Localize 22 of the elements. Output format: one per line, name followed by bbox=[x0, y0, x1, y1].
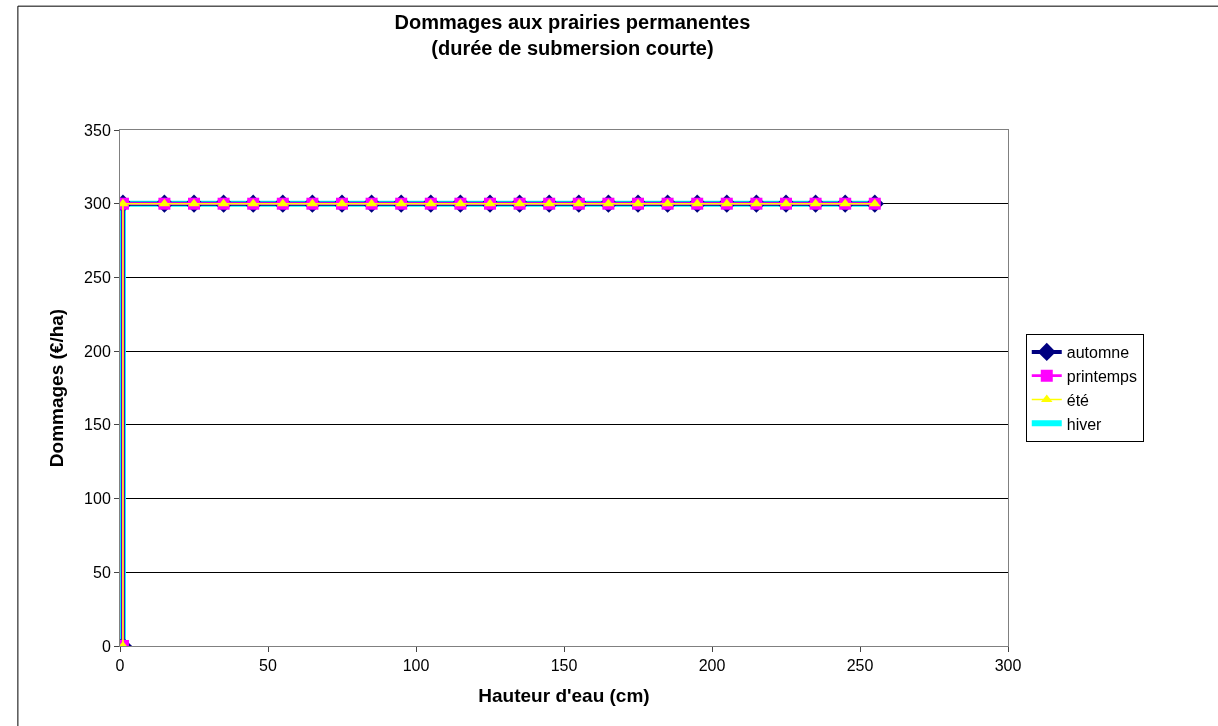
y-tick-label: 50 bbox=[93, 563, 111, 581]
x-tick-label: 300 bbox=[994, 657, 1022, 675]
legend-label: hiver bbox=[1066, 415, 1103, 433]
chart-title: Dommages aux prairies permanentes (durée de submersion courte) bbox=[394, 11, 751, 60]
y-tick-label: 100 bbox=[84, 490, 111, 508]
y-tick-label: 300 bbox=[84, 195, 111, 213]
x-axis-title: Hauteur d'eau (cm) bbox=[478, 685, 650, 706]
x-tick-label: 100 bbox=[402, 657, 430, 675]
legend-label: automne bbox=[1066, 344, 1130, 362]
x-tick-label: 250 bbox=[846, 657, 874, 675]
y-tick-label: 350 bbox=[84, 121, 111, 139]
y-axis-title: Dommages (€/ha) bbox=[45, 308, 67, 468]
y-tick-label: 200 bbox=[84, 342, 111, 360]
y-tick-label: 0 bbox=[101, 637, 111, 655]
x-tick-label: 150 bbox=[550, 657, 578, 675]
x-tick-label: 0 bbox=[115, 657, 125, 675]
y-tick-label: 150 bbox=[84, 416, 111, 434]
x-tick-label: 200 bbox=[698, 657, 726, 675]
x-tick-label: 50 bbox=[259, 657, 277, 675]
legend-label: été bbox=[1066, 391, 1090, 409]
legend-label: printemps bbox=[1066, 367, 1138, 385]
y-tick-label: 250 bbox=[84, 269, 111, 287]
